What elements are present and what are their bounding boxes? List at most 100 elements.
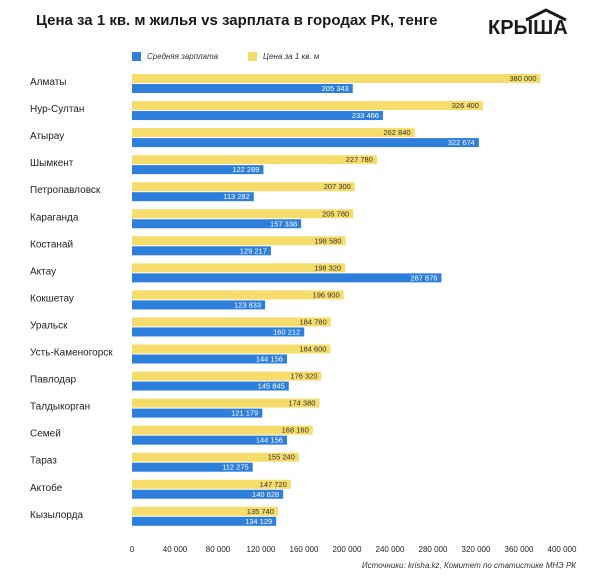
legend-label-price: Цена за 1 кв. м — [263, 52, 320, 61]
x-tick-label: 320 000 — [462, 545, 491, 554]
category-label: Караганда — [30, 212, 79, 223]
salary-value-label: 287 876 — [410, 273, 437, 282]
price-value-label: 174 380 — [288, 399, 315, 408]
salary-value-label: 122 289 — [232, 165, 259, 174]
salary-value-label: 140 628 — [252, 490, 279, 499]
salary-bar — [132, 219, 302, 229]
price-bar — [132, 344, 331, 354]
salary-bar — [132, 192, 254, 202]
salary-bar — [132, 381, 289, 391]
price-bar — [132, 425, 313, 435]
x-tick-label: 160 000 — [290, 545, 319, 554]
salary-value-label: 123 833 — [234, 300, 261, 309]
price-bar — [132, 74, 541, 83]
salary-bar — [132, 138, 479, 148]
price-value-label: 168 160 — [282, 426, 309, 435]
salary-value-label: 113 282 — [223, 192, 250, 201]
salary-value-label: 233 466 — [352, 111, 379, 120]
salary-bar — [132, 84, 353, 93]
category-label: Кызылорда — [30, 510, 83, 521]
category-label: Талдыкорган — [30, 402, 90, 413]
x-tick-label: 400 000 — [548, 545, 577, 554]
price-bar — [132, 506, 278, 516]
price-bar — [132, 398, 320, 408]
category-label: Актобе — [30, 482, 63, 494]
salary-value-label: 144 156 — [256, 355, 283, 364]
house-roof-icon — [525, 8, 567, 22]
category-label: Тараз — [30, 456, 57, 467]
price-bar — [132, 479, 291, 489]
price-value-label: 196 900 — [313, 290, 340, 299]
price-bar — [132, 101, 483, 111]
salary-value-label: 121 179 — [231, 409, 258, 418]
chart-title: Цена за 1 кв. м жилья vs зарплата в горо… — [36, 12, 438, 29]
price-value-label: 380 000 — [509, 74, 536, 83]
salary-value-label: 160 212 — [273, 327, 300, 336]
legend-label-salary: Средняя зарплата — [147, 52, 219, 61]
price-bar — [132, 236, 346, 246]
price-bar — [132, 371, 322, 381]
price-value-label: 198 320 — [314, 263, 341, 272]
salary-bar — [132, 516, 277, 526]
price-value-label: 227 780 — [346, 155, 373, 164]
price-value-label: 207 300 — [324, 182, 351, 191]
price-value-label: 147 720 — [260, 480, 287, 489]
category-label: Усть-Каменогорск — [30, 348, 113, 359]
category-label: Актау — [30, 266, 56, 277]
category-label: Семей — [30, 429, 61, 440]
source-note: Источники: krisha.kz, Комитет по статист… — [361, 561, 576, 570]
x-tick-label: 280 000 — [419, 545, 448, 554]
x-tick-label: 80 000 — [206, 545, 231, 554]
legend-swatch-price — [248, 52, 257, 62]
krysha-logo: КРЫША — [488, 8, 584, 39]
salary-value-label: 157 338 — [270, 219, 297, 228]
category-label: Алматы — [30, 77, 67, 88]
price-value-label: 205 780 — [322, 209, 349, 218]
salary-bar — [132, 354, 287, 364]
salary-value-label: 145 845 — [258, 382, 285, 391]
salary-bar — [132, 111, 383, 121]
logo-text: КРЫША — [488, 17, 568, 39]
salary-bar — [132, 408, 263, 418]
price-bar — [132, 317, 331, 327]
price-value-label: 198 580 — [314, 236, 341, 245]
salary-value-label: 144 156 — [256, 436, 283, 445]
x-tick-label: 120 000 — [247, 545, 276, 554]
legend-swatch-salary — [132, 52, 141, 62]
price-value-label: 135 740 — [247, 507, 274, 516]
price-bar — [132, 209, 354, 219]
x-tick-label: 0 — [130, 545, 135, 554]
category-label: Уральск — [30, 320, 68, 331]
salary-value-label: 205 343 — [322, 84, 349, 93]
price-value-label: 184 780 — [300, 317, 327, 326]
price-value-label: 326 400 — [452, 101, 479, 110]
salary-value-label: 112 275 — [222, 463, 249, 472]
price-value-label: 262 840 — [383, 128, 410, 137]
salary-bar — [132, 165, 264, 175]
salary-value-label: 322 674 — [448, 138, 475, 147]
x-tick-label: 200 000 — [333, 545, 362, 554]
price-bar — [132, 155, 377, 165]
legend-item-price: Цена за 1 кв. м — [248, 52, 320, 62]
category-label: Костанай — [30, 239, 73, 250]
salary-bar — [132, 300, 266, 310]
price-bar — [132, 452, 299, 462]
price-value-label: 184 600 — [299, 345, 326, 354]
price-value-label: 176 320 — [290, 372, 317, 381]
salary-bar — [132, 327, 305, 337]
price-bar — [132, 290, 344, 300]
price-bar — [132, 182, 355, 192]
salary-value-label: 129 217 — [240, 246, 267, 255]
category-label: Нур-Султан — [30, 104, 84, 115]
category-label: Петропавловск — [30, 185, 101, 196]
salary-bar — [132, 489, 284, 499]
salary-bar — [132, 435, 287, 445]
category-label: Атырау — [30, 131, 64, 142]
price-bar — [132, 263, 346, 273]
category-label: Шымкент — [30, 158, 74, 169]
x-tick-label: 40 000 — [163, 545, 188, 554]
salary-bar — [132, 462, 253, 472]
price-value-label: 155 240 — [268, 453, 295, 462]
legend-item-salary: Средняя зарплата — [132, 52, 219, 62]
